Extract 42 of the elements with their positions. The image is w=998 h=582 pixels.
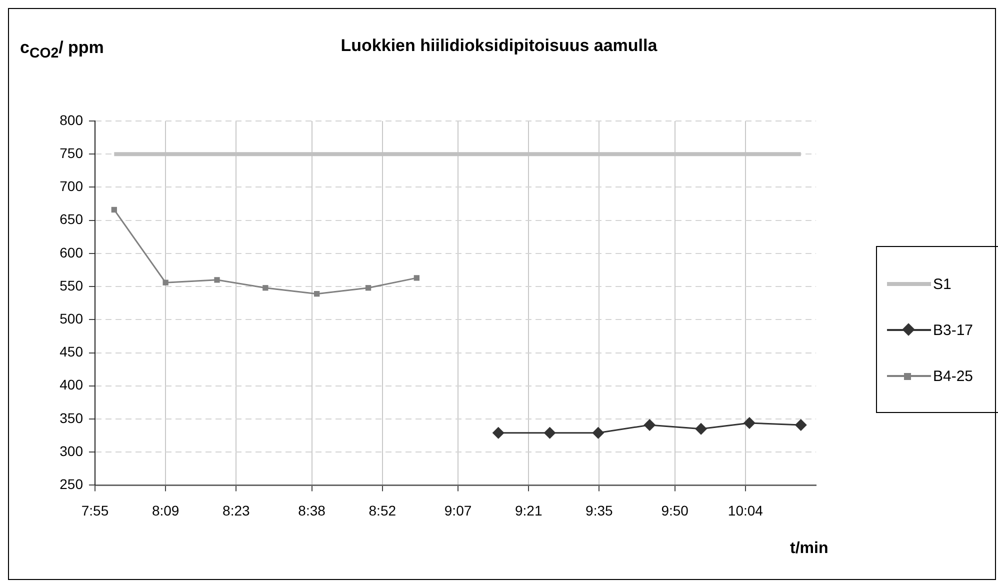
point	[262, 285, 268, 291]
x-tick-label: 10:04	[728, 502, 764, 518]
x-tick-label: 8:09	[152, 502, 180, 518]
y-tick-label: 800	[60, 112, 84, 128]
y-tick-label: 750	[60, 144, 84, 161]
point	[644, 418, 656, 431]
y-tick-label: 700	[60, 178, 84, 194]
chart-title: Luokkien hiilidioksidipitoisuus aamulla	[340, 36, 658, 55]
point	[743, 416, 756, 429]
point	[492, 426, 504, 439]
legend-label: B3-17	[933, 322, 974, 338]
y-tick-label: 600	[60, 244, 84, 260]
y-tick-label: 400	[60, 376, 84, 393]
y-tick-label: 650	[60, 211, 84, 228]
point	[695, 422, 708, 435]
x-tick-label: 9:35	[586, 502, 614, 518]
y-tick-label: 500	[60, 310, 84, 327]
point	[314, 291, 320, 297]
y-tick-label: 450	[60, 344, 84, 360]
point	[111, 206, 117, 213]
point	[365, 285, 372, 291]
point	[414, 275, 420, 281]
point	[214, 277, 220, 283]
y-tick-label: 550	[60, 277, 84, 294]
x-tick-label: 8:38	[298, 502, 326, 518]
point	[544, 426, 556, 439]
legend-label: S1	[933, 276, 952, 292]
x-tick-label: 9:07	[444, 502, 472, 518]
x-tick-label: 7:55	[81, 502, 109, 518]
x-tick-label: 8:23	[222, 502, 250, 518]
legend-label: B4-25	[933, 368, 974, 384]
x-tick-label: 9:50	[661, 502, 689, 518]
y-tick-label: 250	[60, 476, 84, 492]
y-tick-label: 300	[60, 442, 84, 459]
point	[162, 280, 168, 286]
x-tick-label: 9:21	[514, 502, 542, 518]
point	[592, 426, 604, 439]
y-tick-label: 350	[60, 410, 84, 426]
point	[794, 418, 807, 431]
y-axis-title: c$_{CO2}$/ ppm	[20, 38, 104, 62]
x-axis-title: t/min	[790, 540, 828, 558]
x-tick-label: 8:52	[368, 502, 396, 518]
